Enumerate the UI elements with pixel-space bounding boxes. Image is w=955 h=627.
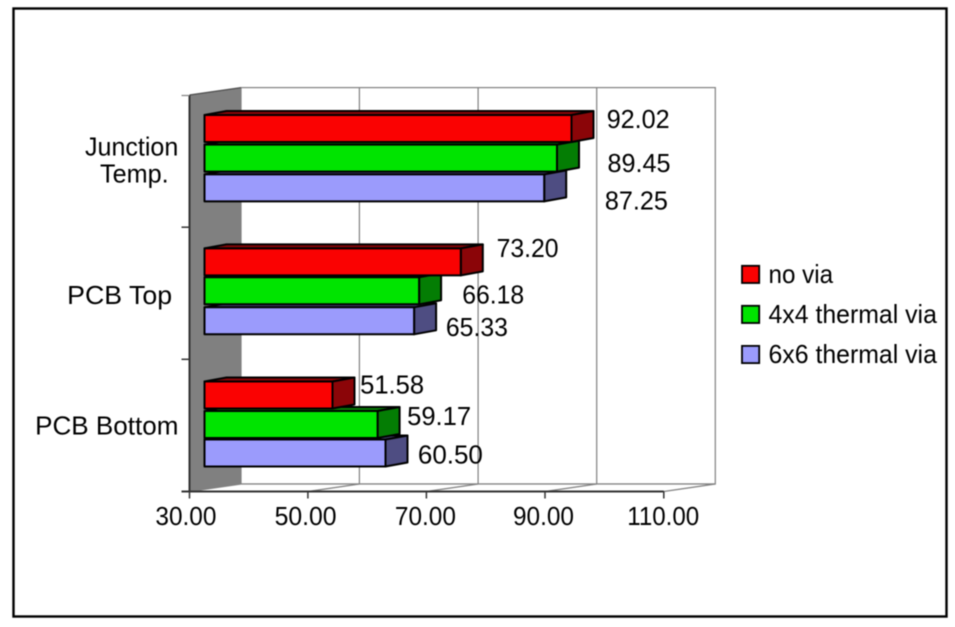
svg-text:Junction: Junction [85, 132, 178, 162]
svg-text:73.20: 73.20 [497, 233, 559, 263]
svg-text:59.17: 59.17 [407, 401, 471, 431]
svg-text:87.25: 87.25 [605, 186, 668, 216]
svg-text:30.00: 30.00 [155, 501, 216, 531]
svg-text:51.58: 51.58 [360, 370, 424, 400]
svg-text:4x4 thermal via: 4x4 thermal via [769, 299, 938, 329]
svg-text:50.00: 50.00 [275, 501, 337, 531]
svg-text:no via: no via [769, 259, 834, 289]
svg-text:66.18: 66.18 [462, 280, 524, 310]
svg-text:92.02: 92.02 [607, 104, 670, 134]
svg-text:65.33: 65.33 [446, 312, 508, 342]
svg-text:70.00: 70.00 [395, 501, 456, 531]
svg-text:PCB Top: PCB Top [67, 280, 172, 310]
svg-text:6x6 thermal via: 6x6 thermal via [769, 339, 938, 369]
svg-text:PCB Bottom: PCB Bottom [35, 411, 178, 441]
svg-text:60.50: 60.50 [418, 440, 483, 470]
svg-text:110.00: 110.00 [627, 501, 699, 531]
svg-text:Temp.: Temp. [100, 159, 169, 189]
svg-text:89.45: 89.45 [608, 148, 671, 178]
svg-text:90.00: 90.00 [513, 501, 574, 531]
